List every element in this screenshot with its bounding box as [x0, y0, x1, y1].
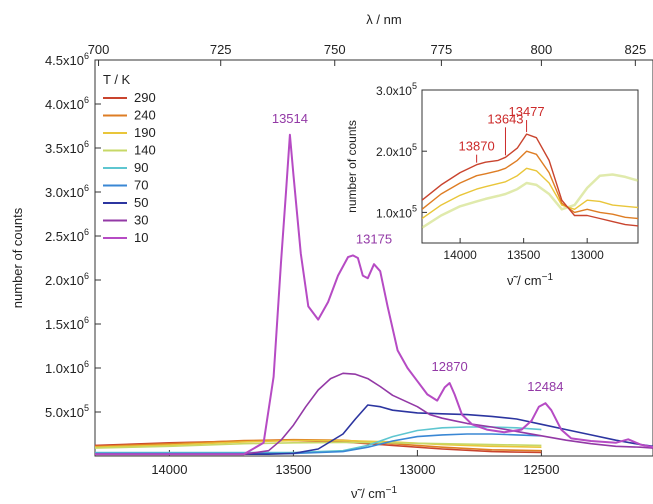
inset-y-tick-label: 1.0x105: [376, 203, 417, 220]
top-tick-label: 750: [324, 42, 346, 57]
peak-annotation: 13175: [356, 231, 392, 246]
x-axis-label: ν̃ / cm−1: [351, 485, 398, 501]
peak-annotation: 12870: [432, 359, 468, 374]
peak-annotation: 12484: [527, 379, 563, 394]
inset-x-tick-label: 14000: [443, 248, 477, 262]
inset-peak-annotation: 13477: [508, 104, 544, 119]
series-line-190: [94, 439, 542, 448]
peak-annotation: 13514: [272, 111, 308, 126]
top-tick-label: 825: [624, 42, 646, 57]
legend-label-70: 70: [134, 178, 148, 193]
x-tick-label: 14000: [151, 462, 187, 477]
y-tick-label: 4.0x106: [45, 95, 89, 112]
y-axis-label: number of counts: [10, 207, 25, 308]
top-tick-label: 700: [88, 42, 110, 57]
inset-series-line-240: [422, 150, 638, 220]
main-plot: 14000 13500 13000 12500 ν̃ / cm−1 700 725 750 77…: [10, 12, 653, 501]
series-line-50: [95, 404, 653, 455]
top-tick-label: 800: [531, 42, 553, 57]
inset-x-tick-label: 13000: [570, 248, 604, 262]
x-tick-label: 12500: [523, 462, 559, 477]
y-tick-label: 5.0x105: [45, 403, 89, 420]
legend-label-140: 140: [134, 143, 156, 158]
main-plot-frame: [94, 59, 653, 457]
y-tick-label: 4.5x106: [45, 51, 89, 68]
y-tick-label: 1.0x106: [45, 359, 89, 376]
inset-y-axis-label: number of counts: [345, 120, 359, 213]
legend-label-50: 50: [134, 195, 148, 210]
inset-peak-annotation: 13870: [459, 139, 495, 154]
inset-plot: 14000 13500 13000 ν̃ / cm−1 1.0x105 2.0x105 3.…: [345, 81, 639, 288]
x-tick-label: 13500: [275, 462, 311, 477]
inset-series-group: [422, 133, 638, 229]
legend-title: T / K: [103, 72, 131, 87]
y-tick-label: 3.5x106: [45, 139, 89, 156]
legend-label-190: 190: [134, 125, 156, 140]
inset-series-line-140: [422, 173, 638, 229]
legend-label-90: 90: [134, 160, 148, 175]
y-tick-label: 2.5x106: [45, 227, 89, 244]
inset-y-tick-label: 3.0x105: [376, 81, 417, 98]
top-tick-label: 725: [210, 42, 232, 57]
y-tick-label: 1.5x106: [45, 315, 89, 332]
inset-y-tick-label: 2.0x105: [376, 142, 417, 159]
series-line-10: [95, 133, 653, 456]
x-tick-label: 13000: [399, 462, 435, 477]
series-line-140: [94, 441, 542, 449]
series-line-30: [95, 372, 653, 455]
legend-label-30: 30: [134, 213, 148, 228]
y-tick-label: 2.0x106: [45, 271, 89, 288]
inset-x-tick-label: 13500: [507, 248, 541, 262]
inset-x-axis-label: ν̃ / cm−1: [507, 272, 554, 288]
inset-series-line-290: [422, 133, 638, 227]
inset-series-line-190: [422, 167, 638, 220]
legend-label-290: 290: [134, 90, 156, 105]
legend-label-240: 240: [134, 108, 156, 123]
inset-frame: [421, 89, 639, 244]
top-axis-label: λ / nm: [366, 12, 401, 27]
inset-peak-annotation: 13643: [487, 111, 523, 126]
y-tick-label: 3.0x106: [45, 183, 89, 200]
legend-label-10: 10: [134, 230, 148, 245]
top-tick-label: 775: [431, 42, 453, 57]
